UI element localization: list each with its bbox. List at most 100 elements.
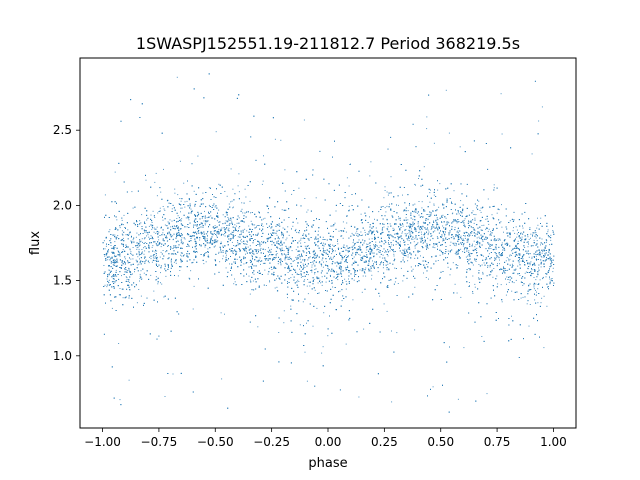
data-point bbox=[286, 237, 288, 239]
data-point bbox=[456, 252, 458, 254]
data-point bbox=[429, 192, 431, 194]
data-point bbox=[146, 219, 148, 221]
data-point bbox=[148, 236, 150, 238]
data-point bbox=[235, 235, 236, 236]
data-point bbox=[329, 257, 331, 259]
data-point bbox=[345, 231, 347, 233]
data-point bbox=[457, 230, 459, 232]
data-point bbox=[454, 242, 456, 244]
data-point bbox=[387, 194, 389, 196]
data-point bbox=[342, 237, 344, 239]
data-point bbox=[220, 229, 222, 231]
data-point bbox=[304, 198, 306, 199]
data-point bbox=[441, 234, 443, 236]
data-point bbox=[361, 291, 363, 293]
data-point bbox=[222, 255, 224, 257]
data-point bbox=[212, 217, 214, 219]
data-point bbox=[304, 279, 306, 281]
data-point bbox=[391, 244, 393, 246]
data-point bbox=[476, 237, 478, 239]
data-point bbox=[470, 221, 472, 223]
data-point bbox=[157, 212, 159, 214]
data-point bbox=[203, 236, 205, 238]
data-point bbox=[398, 204, 399, 206]
data-point bbox=[500, 221, 502, 223]
data-point bbox=[509, 258, 511, 260]
data-point bbox=[267, 255, 269, 257]
data-point bbox=[418, 214, 420, 216]
data-point bbox=[106, 278, 108, 280]
data-point bbox=[531, 269, 533, 271]
data-point bbox=[291, 193, 293, 195]
data-point bbox=[419, 237, 421, 239]
data-point bbox=[448, 232, 450, 234]
data-point bbox=[206, 240, 208, 242]
data-point bbox=[247, 246, 249, 248]
data-point bbox=[227, 241, 229, 243]
data-point bbox=[465, 216, 467, 218]
data-point bbox=[260, 263, 261, 265]
data-point bbox=[325, 281, 327, 283]
data-point bbox=[408, 240, 410, 242]
data-point bbox=[194, 220, 196, 222]
data-point bbox=[267, 250, 269, 252]
data-point bbox=[114, 171, 116, 173]
data-point bbox=[241, 208, 243, 210]
data-point bbox=[527, 236, 529, 238]
data-point bbox=[260, 260, 261, 262]
data-point bbox=[271, 254, 273, 256]
data-point bbox=[180, 239, 182, 241]
data-point bbox=[338, 273, 340, 275]
data-point bbox=[368, 238, 370, 240]
data-point bbox=[427, 232, 429, 234]
data-point bbox=[467, 241, 469, 243]
data-point bbox=[497, 239, 499, 241]
data-point bbox=[186, 253, 188, 255]
data-point bbox=[186, 226, 188, 228]
data-point bbox=[507, 232, 509, 234]
data-point bbox=[323, 245, 325, 247]
data-point bbox=[192, 261, 194, 263]
data-point bbox=[501, 245, 502, 247]
data-point bbox=[352, 234, 354, 236]
data-point bbox=[404, 251, 406, 253]
data-point bbox=[230, 238, 231, 240]
data-point bbox=[124, 269, 126, 270]
data-point bbox=[297, 258, 299, 260]
data-point bbox=[144, 256, 145, 258]
data-point bbox=[394, 233, 396, 235]
data-point bbox=[448, 222, 450, 224]
data-point bbox=[372, 260, 373, 262]
data-point bbox=[352, 299, 354, 301]
data-point bbox=[463, 232, 465, 234]
data-point bbox=[401, 232, 403, 234]
data-point bbox=[408, 232, 410, 234]
data-point bbox=[228, 203, 230, 205]
data-point bbox=[421, 236, 423, 238]
data-point bbox=[121, 219, 123, 221]
data-point bbox=[164, 209, 166, 211]
data-point bbox=[280, 258, 282, 260]
data-point bbox=[318, 292, 320, 294]
data-point bbox=[155, 172, 157, 174]
data-point bbox=[516, 233, 518, 235]
data-point bbox=[538, 267, 539, 269]
data-point bbox=[283, 233, 284, 235]
data-point bbox=[359, 269, 361, 271]
data-point bbox=[217, 240, 219, 242]
data-point bbox=[322, 236, 324, 238]
data-point bbox=[501, 133, 503, 135]
data-point bbox=[316, 307, 318, 309]
data-point bbox=[447, 266, 449, 268]
data-point bbox=[486, 258, 488, 260]
data-point bbox=[283, 310, 285, 312]
data-point bbox=[527, 246, 529, 248]
data-point bbox=[253, 273, 255, 275]
data-point bbox=[295, 249, 297, 251]
data-point bbox=[370, 270, 372, 272]
data-point bbox=[348, 209, 350, 211]
data-point bbox=[186, 255, 188, 257]
data-point bbox=[300, 254, 302, 256]
data-point bbox=[201, 217, 203, 219]
data-point bbox=[379, 256, 381, 258]
